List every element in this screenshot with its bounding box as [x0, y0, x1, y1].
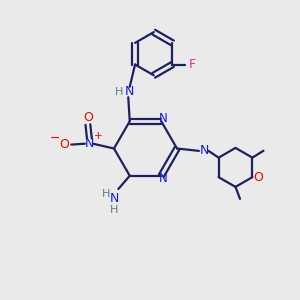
Text: O: O — [83, 111, 93, 124]
Text: N: N — [85, 136, 94, 150]
Text: F: F — [189, 58, 196, 71]
Text: N: N — [159, 112, 168, 125]
Text: +: + — [94, 130, 102, 141]
Text: N: N — [125, 85, 134, 98]
Text: −: − — [50, 131, 61, 145]
Text: N: N — [159, 172, 168, 185]
Text: O: O — [59, 138, 69, 151]
Text: H: H — [110, 205, 118, 215]
Text: N: N — [110, 192, 119, 206]
Text: H: H — [102, 189, 110, 199]
Text: N: N — [199, 144, 209, 157]
Text: O: O — [253, 171, 263, 184]
Text: H: H — [115, 87, 123, 97]
